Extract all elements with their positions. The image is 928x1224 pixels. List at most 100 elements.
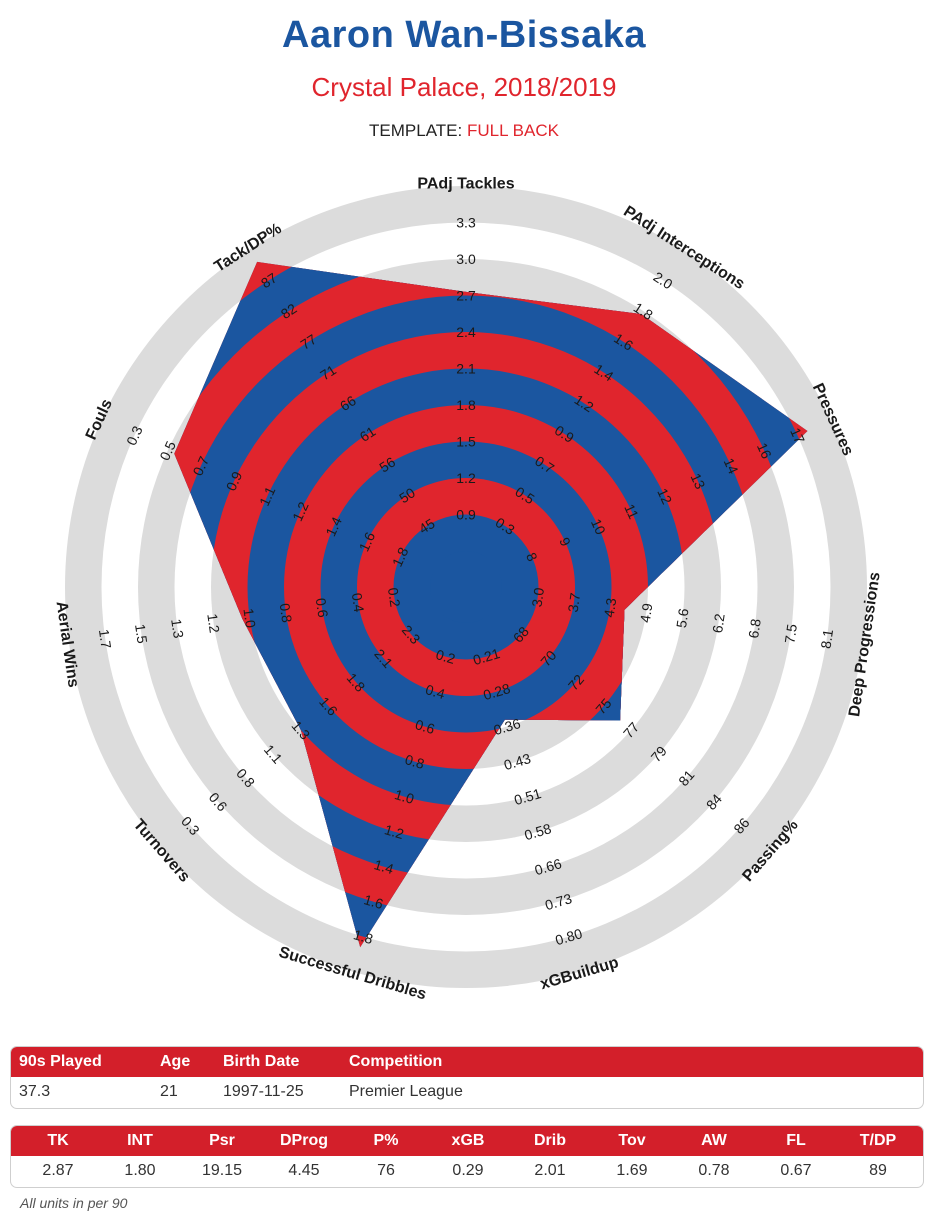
template-label: TEMPLATE: xyxy=(369,121,463,140)
tick-label: 1.1 xyxy=(256,484,279,509)
value-int: 1.80 xyxy=(124,1162,156,1179)
value-t-dp: 89 xyxy=(869,1162,887,1179)
tick-label: 12 xyxy=(654,486,675,507)
tick-label: 77 xyxy=(298,331,320,353)
tick-label: 13 xyxy=(687,471,708,492)
tick-label: 0.51 xyxy=(512,785,543,808)
tick-label: 5.6 xyxy=(673,607,692,629)
value-xgb: 0.29 xyxy=(452,1162,484,1179)
value-tk: 2.87 xyxy=(42,1162,74,1179)
tick-label: 0.2 xyxy=(434,646,457,667)
tick-label: 1.2 xyxy=(204,613,223,635)
tick-label: 10 xyxy=(588,516,609,537)
tick-label: 2.4 xyxy=(456,324,476,340)
tick-label: 1.2 xyxy=(456,470,476,486)
footnote: All units in per 90 xyxy=(20,1195,128,1211)
header-tk: TK xyxy=(47,1132,69,1149)
tick-label: 0.4 xyxy=(349,592,368,614)
header-psr: Psr xyxy=(209,1132,235,1149)
tick-label: 50 xyxy=(396,484,418,506)
template-value: FULL BACK xyxy=(466,121,559,140)
tick-label: 14 xyxy=(721,455,742,476)
tick-label: 71 xyxy=(317,361,339,383)
tick-labels: 0.9 1.2 1.5 1.8 2.1 2.4 2.7 3.0 3.3 0.3 0.5 0.7 0.9 1… xyxy=(96,215,836,949)
tick-label: 3.7 xyxy=(565,592,584,614)
tick-label: 0.7 xyxy=(189,454,212,479)
header-competition: Competition xyxy=(349,1053,443,1070)
tick-label: 7.5 xyxy=(781,623,800,645)
stats-table-row: 2.87 1.80 19.15 4.45 76 0.29 2.01 1.69 0… xyxy=(11,1156,923,1187)
value-p-pct: 76 xyxy=(377,1162,395,1179)
header-dprog: DProg xyxy=(280,1132,328,1149)
tick-label: 56 xyxy=(376,454,398,476)
tick-label: 16 xyxy=(754,440,775,461)
tick-label: 17 xyxy=(787,425,808,446)
tick-label: 0.9 xyxy=(223,469,246,494)
tick-label: 1.4 xyxy=(372,856,395,877)
tick-label: 87 xyxy=(258,269,280,291)
value-competition: Premier League xyxy=(349,1083,463,1100)
value-90s-played: 37.3 xyxy=(19,1083,51,1100)
tick-label: 1.5 xyxy=(456,434,476,450)
tick-label: 0.6 xyxy=(313,597,332,619)
tick-label: 0.6 xyxy=(413,716,436,737)
tick-label: 0.28 xyxy=(481,680,512,703)
axis-label: PAdj Tackles xyxy=(417,176,514,193)
tick-label: 1.5 xyxy=(132,623,151,645)
tick-label: 4.3 xyxy=(601,597,620,619)
tick-label: 0.80 xyxy=(553,925,584,948)
tick-label: 8.1 xyxy=(817,628,836,650)
value-tov: 1.69 xyxy=(616,1162,648,1179)
value-dprog: 4.45 xyxy=(288,1162,320,1179)
value-fl: 0.67 xyxy=(780,1162,812,1179)
tick-label: 82 xyxy=(278,300,300,322)
header-int: INT xyxy=(127,1132,153,1149)
tick-label: 2.1 xyxy=(456,361,476,377)
tick-label: 0.8 xyxy=(403,751,426,772)
tick-label: 0.5 xyxy=(156,438,179,463)
tick-label: 1.8 xyxy=(456,397,476,413)
header-p-pct: P% xyxy=(373,1132,399,1149)
info-table-row: 37.3 21 1997-11-25 Premier League xyxy=(11,1077,923,1108)
tick-label: 0.66 xyxy=(533,855,564,878)
info-table: 90s Played Age Birth Date Competition 37… xyxy=(10,1046,924,1109)
tick-label: 1.4 xyxy=(322,514,345,539)
tick-label: 1.6 xyxy=(356,529,379,554)
tick-label: 1.8 xyxy=(389,545,412,570)
tick-label: 1.0 xyxy=(393,786,416,807)
tick-label: 3.3 xyxy=(456,215,476,231)
tick-label: 0.3 xyxy=(123,423,146,448)
stats-table: TK INT Psr DProg P% xGB Drib Tov AW FL T… xyxy=(10,1125,924,1188)
tick-label: 0.73 xyxy=(543,890,574,913)
tick-label: 1.6 xyxy=(362,891,385,912)
template-line: TEMPLATE: FULL BACK xyxy=(0,121,928,141)
value-aw: 0.78 xyxy=(698,1162,730,1179)
tick-label: 1.8 xyxy=(352,926,375,947)
value-birth-date: 1997-11-25 xyxy=(223,1083,304,1100)
tick-label: 1.0 xyxy=(240,607,259,629)
tick-label: 1.7 xyxy=(96,628,115,650)
tick-label: 6.8 xyxy=(745,618,764,640)
team-season: Crystal Palace, 2018/2019 xyxy=(311,72,617,102)
tick-label: 1.3 xyxy=(168,618,187,640)
tick-label: 0.9 xyxy=(456,507,476,523)
tick-label: 4.9 xyxy=(637,602,656,624)
header-tov: Tov xyxy=(618,1132,646,1149)
tick-label: 0.4 xyxy=(424,681,447,702)
tick-label: 2.7 xyxy=(456,288,476,304)
header-birth-date: Birth Date xyxy=(223,1053,300,1070)
tick-label: 0.2 xyxy=(385,587,404,609)
tick-label: 0.36 xyxy=(492,715,523,738)
tick-label: 45 xyxy=(416,515,438,537)
tick-label: 11 xyxy=(621,501,642,521)
tick-label: 1.2 xyxy=(289,499,312,524)
tick-label: 0.8 xyxy=(277,602,296,624)
tick-label: 0.43 xyxy=(502,750,533,773)
radar-chart: 0.9 1.2 1.5 1.8 2.1 2.4 2.7 3.0 3.3 0.3 0.5 0.7 0.9 1… xyxy=(52,176,883,1004)
value-psr: 19.15 xyxy=(201,1162,243,1179)
tick-label: 3.0 xyxy=(456,251,476,267)
header-90s-played: 90s Played xyxy=(19,1053,102,1070)
tick-label: 0.21 xyxy=(471,645,502,668)
tick-label: 0.58 xyxy=(522,820,553,843)
header-xgb: xGB xyxy=(451,1132,485,1149)
